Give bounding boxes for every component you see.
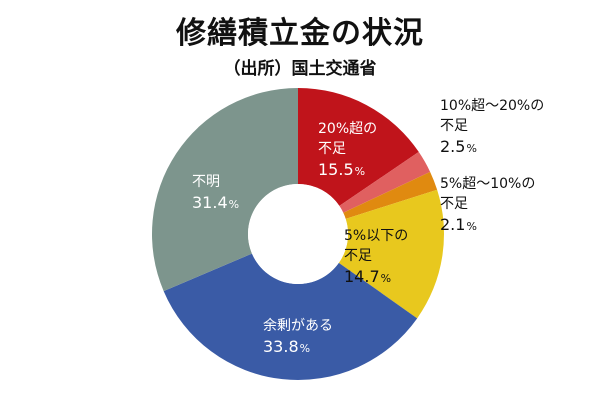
slice-category-text: 不足: [440, 196, 468, 212]
chart-subtitle: （出所）国土交通省: [223, 59, 377, 79]
slice-labels: 20%超の不足15.5%10%超〜20%の不足2.5%5%超〜10%の不足2.1…: [192, 98, 544, 356]
slice-6: [152, 88, 298, 292]
donut-slices: [152, 88, 444, 380]
chart-title: 修繕積立金の状況: [176, 16, 424, 51]
slice-category-text: 余剰がある: [263, 317, 333, 334]
slice-category-text: 不足: [440, 118, 468, 134]
slice-category-text: 5%超〜10%の: [440, 176, 535, 192]
slice-category-text: 5%以下の: [344, 228, 408, 244]
slice-value-text: 31.4%: [192, 193, 239, 212]
slice-value-text: 2.5%: [440, 137, 477, 156]
slice-category-text: 20%超の: [318, 121, 377, 137]
slice-category-text: 不明: [192, 174, 220, 190]
slice-value-text: 33.8%: [263, 337, 310, 356]
slice-label-3: 5%超〜10%の不足 2.1%: [440, 176, 535, 234]
slice-category-text: 不足: [344, 248, 372, 264]
slice-category-text: 不足: [318, 141, 346, 157]
slice-4: [338, 189, 444, 319]
slice-3: [343, 171, 438, 219]
slice-2: [339, 151, 431, 213]
slice-value-text: 15.5%: [318, 160, 365, 179]
donut-hole: [248, 184, 348, 284]
slice-label-2: 10%超〜20%の不足 2.5%: [440, 98, 544, 156]
slice-5: [163, 253, 418, 380]
slice-category-text: 10%超〜20%の: [440, 98, 544, 114]
slice-1: [298, 88, 419, 206]
slice-label-5: 余剰がある 33.8%: [263, 317, 333, 356]
slice-value-text: 2.1%: [440, 215, 477, 234]
slice-value-text: 14.7%: [344, 267, 391, 286]
slice-label-6: 不明 31.4%: [192, 174, 239, 212]
